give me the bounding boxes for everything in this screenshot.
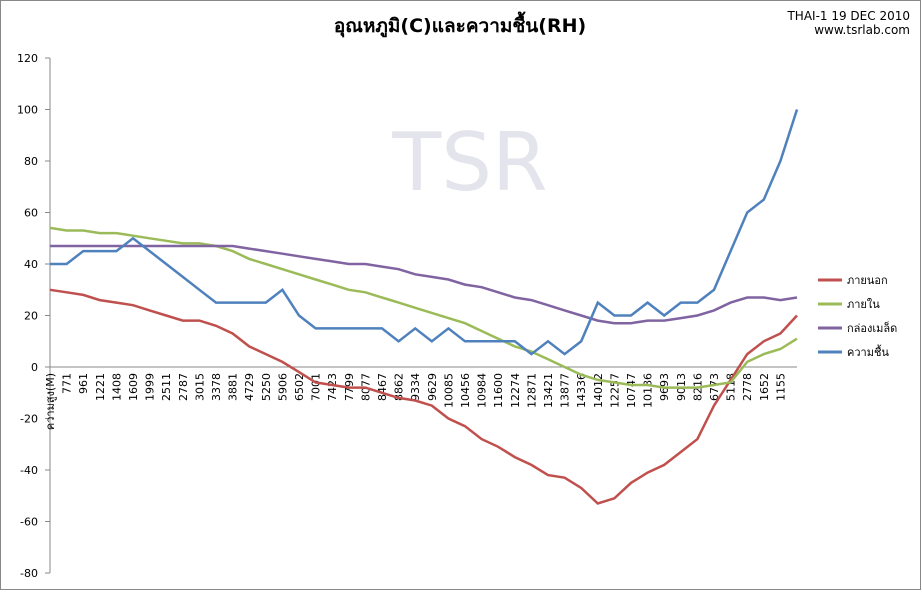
x-tick-label: 13421 <box>542 373 555 408</box>
y-tick-label: -60 <box>20 516 38 529</box>
x-tick-label: 10984 <box>476 373 489 408</box>
x-tick-label: 9334 <box>409 373 422 401</box>
x-tick-label: 10747 <box>625 373 638 408</box>
x-tick-label: 7423 <box>326 373 339 401</box>
y-tick-label: 20 <box>24 310 38 323</box>
series-line <box>49 288 798 505</box>
legend-label: ความชื้น <box>847 344 889 359</box>
x-tick-label: 14336 <box>575 373 588 408</box>
y-tick-label: 60 <box>24 207 38 220</box>
source-line: www.tsrlab.com <box>814 23 910 37</box>
watermark: TSR <box>391 116 547 209</box>
y-tick-label: -20 <box>20 413 38 426</box>
x-tick-label: 1408 <box>110 373 123 401</box>
x-tick-label: 10085 <box>442 373 455 408</box>
x-tick-label: 5250 <box>260 373 273 401</box>
x-tick-label: 12257 <box>608 373 621 408</box>
x-tick-label: 14012 <box>592 373 605 408</box>
x-tick-label: 8862 <box>393 373 406 401</box>
x-tick-label: 8467 <box>376 373 389 401</box>
x-tick-label: 12274 <box>509 373 522 408</box>
x-tick-label: 771 <box>61 373 74 394</box>
legend-label: ภายนอก <box>847 274 888 287</box>
x-tick-label: 9629 <box>426 373 439 401</box>
x-tick-label: 5906 <box>276 373 289 401</box>
x-tick-label: 1221 <box>94 373 107 401</box>
x-tick-label: 3015 <box>193 373 206 401</box>
x-tick-label: 1155 <box>774 373 787 401</box>
x-tick-label: 6773 <box>708 373 721 401</box>
legend-label: กล่องเมล็ด <box>847 321 897 335</box>
x-tick-label: 12871 <box>525 373 538 408</box>
x-tick-label: 10186 <box>642 373 655 408</box>
x-tick-label: 4729 <box>243 373 256 401</box>
x-tick-label: 7001 <box>310 373 323 401</box>
x-tick-label: 5118 <box>725 373 738 401</box>
x-tick-label: 1999 <box>144 373 157 401</box>
y-tick-label: 100 <box>17 104 38 117</box>
y-tick-label: 120 <box>17 52 38 65</box>
x-tick-label: 6502 <box>293 373 306 401</box>
x-tick-label: 1652 <box>758 373 771 401</box>
source-line: THAI-1 19 DEC 2010 <box>786 9 910 23</box>
y-tick-label: -40 <box>20 464 38 477</box>
x-tick-label: 11600 <box>492 373 505 408</box>
x-tick-label: ความสูง(M) <box>44 373 57 430</box>
x-tick-label: 3378 <box>210 373 223 401</box>
x-tick-label: 2778 <box>741 373 754 401</box>
series-line <box>50 244 798 325</box>
x-tick-label: 3881 <box>227 373 240 401</box>
series-line <box>50 109 799 356</box>
y-tick-label: -80 <box>20 567 38 580</box>
x-tick-label: 10456 <box>459 373 472 408</box>
series-line <box>49 226 798 389</box>
x-tick-label: 2511 <box>160 373 173 401</box>
chart-title: อุณหภูมิ(C)และความชื้น(RH) <box>334 11 586 38</box>
y-tick-label: 80 <box>24 155 38 168</box>
y-tick-label: 0 <box>31 361 38 374</box>
x-tick-label: 13877 <box>559 373 572 408</box>
y-tick-label: 40 <box>24 258 38 271</box>
x-tick-label: 2787 <box>177 373 190 401</box>
x-tick-label: 1609 <box>127 373 140 401</box>
legend-label: ภายใน <box>847 298 880 311</box>
x-tick-label: 961 <box>77 373 90 394</box>
